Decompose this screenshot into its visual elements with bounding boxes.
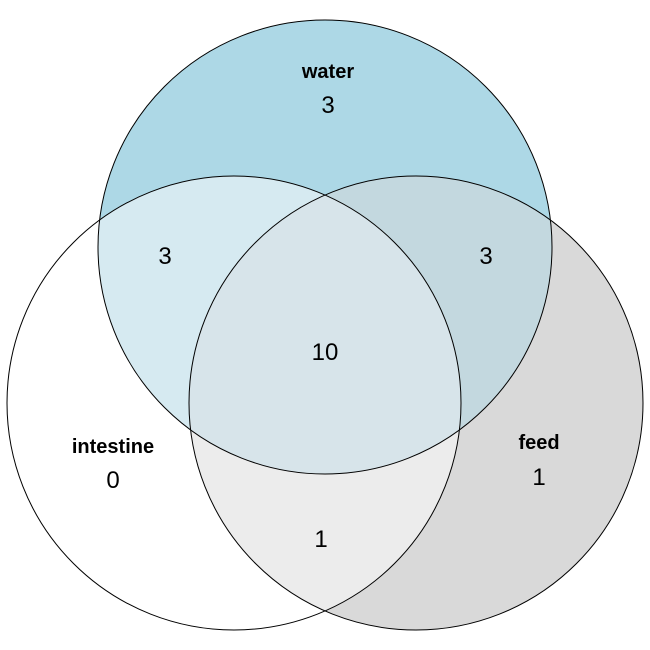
water-only-count: 3	[321, 92, 334, 119]
intestine-only-count: 0	[106, 467, 119, 494]
feed-set-label: feed	[518, 432, 559, 454]
all-three-overlap-fill	[189, 176, 461, 474]
intestine-circle-outline	[6, 175, 462, 631]
water-circle-outline	[97, 19, 553, 475]
water-feed-count: 3	[479, 243, 492, 270]
intestine-feed-count: 1	[314, 526, 327, 553]
water-set-label: water	[301, 61, 354, 83]
water-intestine-count: 3	[158, 243, 171, 270]
feed-circle-outline	[188, 175, 644, 631]
intestine-set-label: intestine	[72, 436, 154, 458]
feed-only-count: 1	[532, 464, 545, 491]
all-three-count: 10	[312, 339, 339, 366]
